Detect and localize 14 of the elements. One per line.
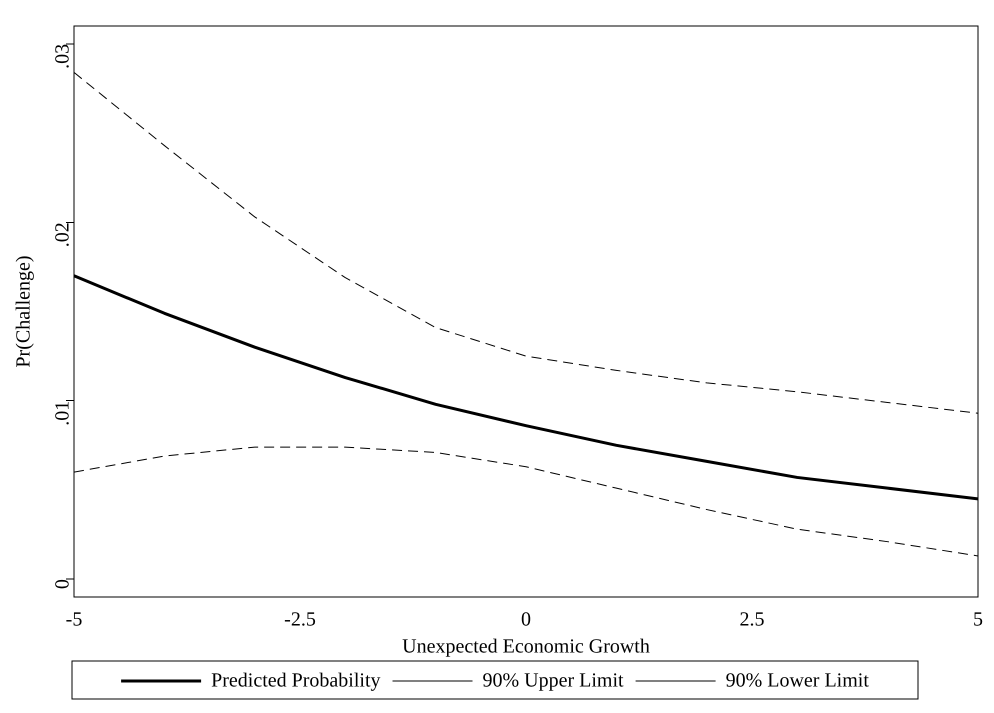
x-tick-label: -5 xyxy=(66,608,82,630)
legend-label: 90% Upper Limit xyxy=(482,669,624,692)
y-tick-label: .01 xyxy=(51,400,74,426)
x-axis-title: Unexpected Economic Growth xyxy=(402,635,650,658)
x-tick-label: 0 xyxy=(521,608,531,630)
x-tick-label: -2.5 xyxy=(284,608,316,630)
legend-label: Predicted Probability xyxy=(211,669,381,692)
y-tick-label: .03 xyxy=(51,44,74,69)
y-tick-label: .02 xyxy=(51,222,74,248)
legend-label: 90% Lower Limit xyxy=(726,669,870,692)
x-tick-label: 5 xyxy=(973,608,983,630)
x-tick-label: 2.5 xyxy=(740,608,764,630)
y-tick-label: 0 xyxy=(51,579,74,590)
y-axis-title: Pr(Challenge) xyxy=(12,255,34,368)
